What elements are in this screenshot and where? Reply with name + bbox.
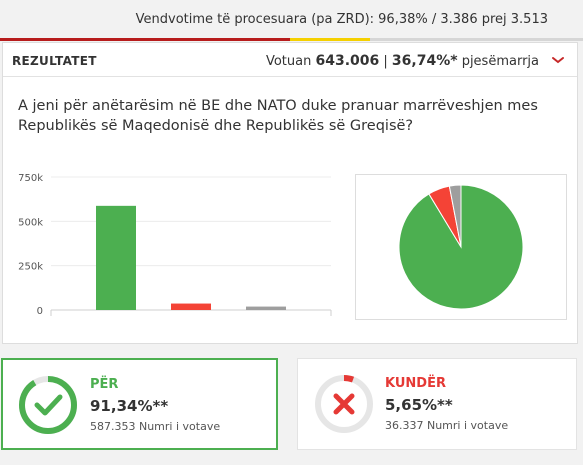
divider-grey-segment	[370, 38, 583, 41]
turnout-summary: Votuan 643.006 | 36,74%* pjesëmarrja	[266, 53, 539, 69]
turnout-percent: 36,74%*	[391, 53, 458, 69]
progress-ring-against	[315, 375, 373, 433]
y-tick-label: 750k	[18, 173, 43, 184]
votes-total: 643.006	[315, 53, 380, 69]
bar	[246, 306, 286, 310]
processing-status-text: Vendvotime të procesuara (pa ZRD): 96,38…	[135, 12, 548, 27]
bar	[171, 303, 211, 310]
y-tick-label: 500k	[18, 217, 43, 228]
ring-progress-arc	[19, 376, 77, 434]
turnout-separator: |	[383, 54, 388, 69]
for-label: PËR	[90, 377, 119, 392]
pie-slice	[448, 184, 462, 248]
cross-icon	[333, 393, 355, 415]
results-title: REZULTATET	[12, 54, 97, 68]
divider-red-segment	[0, 38, 290, 41]
against-percent: 5,65%**	[385, 396, 453, 414]
y-tick-label: 0	[37, 306, 43, 317]
divider-yellow-segment	[290, 38, 370, 41]
turnout-prefix: Votuan	[265, 54, 312, 69]
turnout-suffix: pjesëmarrja	[461, 54, 539, 69]
result-card-for: PËR 91,34%** 587.353 Numri i votave	[1, 358, 278, 450]
for-votes: 587.353 Numri i votave	[90, 420, 221, 433]
result-card-against: KUNDËR 5,65%** 36.337 Numri i votave	[297, 358, 577, 450]
y-tick-label: 250k	[18, 262, 43, 273]
progress-ring-for	[19, 376, 77, 434]
pie-chart-container	[355, 174, 567, 320]
results-bar-chart: 0 250k 500k 750k	[18, 173, 332, 317]
processing-status-bar: Vendvotime të procesuara (pa ZRD): 96,38…	[0, 0, 583, 40]
ring-progress-arc	[315, 375, 373, 433]
results-panel: REZULTATET Votuan 643.006 | 36,74%* pjes…	[2, 42, 578, 344]
referendum-question: A jeni për anëtarësim në BE dhe NATO duk…	[18, 98, 538, 134]
chevron-down-icon[interactable]	[551, 55, 565, 65]
against-votes: 36.337 Numri i votave	[385, 419, 509, 432]
tricolor-divider	[0, 38, 583, 41]
results-pie-chart	[398, 184, 524, 310]
results-header[interactable]: REZULTATET Votuan 643.006 | 36,74%* pjes…	[3, 43, 577, 77]
bar	[96, 205, 136, 310]
against-label: KUNDËR	[385, 376, 446, 391]
checkmark-icon	[34, 394, 63, 416]
for-percent: 91,34%**	[90, 397, 169, 415]
